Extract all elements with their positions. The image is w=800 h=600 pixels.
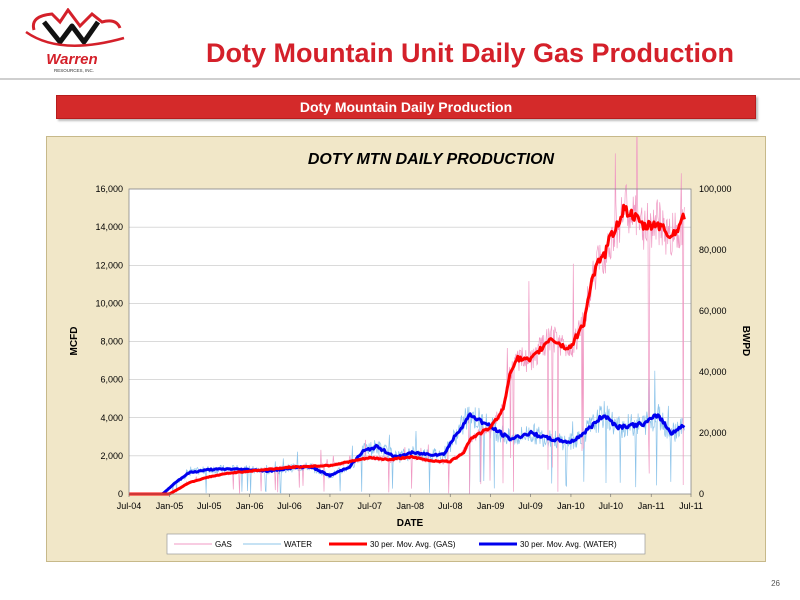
- y-tick-label: 12,000: [95, 260, 123, 270]
- y-tick-label: 8,000: [100, 337, 123, 347]
- series-gas-avg-line: [128, 203, 686, 496]
- series-water-avg-line: [128, 412, 686, 496]
- x-tick-label: Jan-09: [477, 501, 505, 511]
- warren-logo: Warren RESOURCES, INC.: [20, 7, 140, 78]
- x-tick-label: Jul-11: [679, 501, 703, 511]
- chart-title: DOTY MTN DAILY PRODUCTION: [308, 151, 555, 168]
- y2-tick-label: 100,000: [699, 184, 732, 194]
- y2-tick-label: 20,000: [699, 428, 727, 438]
- y-tick-label: 6,000: [100, 375, 123, 385]
- x-tick-label: Jan-11: [638, 501, 665, 511]
- x-tick-label: Jan-10: [557, 501, 585, 511]
- header-divider: [0, 78, 800, 80]
- legend: GAS WATER 30 per. Mov. Avg. (GAS) 30 per…: [166, 533, 646, 555]
- logo-text: Warren: [46, 51, 97, 68]
- y2-tick-label: 60,000: [699, 306, 727, 316]
- y-axis-label: MCFD: [69, 327, 80, 356]
- x-tick-label: Jul-10: [598, 501, 623, 511]
- x-tick-label: Jan-05: [156, 501, 184, 511]
- page-number: 26: [771, 579, 780, 588]
- x-tick-label: Jul-05: [197, 501, 222, 511]
- legend-box: [166, 533, 646, 555]
- y-tick-label: 0: [118, 489, 123, 499]
- y-tick-label: 2,000: [100, 451, 123, 461]
- logo-subtext: RESOURCES, INC.: [54, 68, 94, 73]
- x-tick-label: Jan-06: [236, 501, 264, 511]
- x-tick-label: Jul-06: [277, 501, 302, 511]
- legend-label-water: WATER: [284, 540, 312, 549]
- legend-label-gas: GAS: [215, 540, 232, 549]
- production-chart: DOTY MTN DAILY PRODUCTION 0 2,000 4,000 6,0…: [69, 94, 751, 555]
- y-tick-label: 10,000: [95, 298, 123, 308]
- x-tick-label: Jan-07: [316, 501, 344, 511]
- y-tick-label: 4,000: [100, 413, 123, 423]
- x-tick-label: Jul-04: [117, 501, 142, 511]
- y2-tick-label: 0: [699, 489, 704, 499]
- x-axis-label: DATE: [397, 518, 424, 529]
- legend-label-water-avg: 30 per. Mov. Avg. (WATER): [520, 540, 617, 549]
- y-tick-label: 14,000: [95, 222, 123, 232]
- y2-tick-label: 80,000: [699, 245, 727, 255]
- chart-panel: DOTY MTN DAILY PRODUCTION 0 2,000 4,000 6,0…: [46, 94, 766, 562]
- warren-logo-mark: Warren RESOURCES, INC.: [25, 7, 125, 73]
- section-banner: Doty Mountain Daily Production: [56, 95, 756, 119]
- x-tick-label: Jul-08: [438, 501, 463, 511]
- y2-tick-label: 40,000: [699, 367, 727, 377]
- legend-label-gas-avg: 30 per. Mov. Avg. (GAS): [370, 540, 456, 549]
- y-tick-label: 16,000: [95, 184, 123, 194]
- y2-axis-label: BWPD: [740, 326, 751, 357]
- x-tick-label: Jan-08: [396, 501, 424, 511]
- x-tick-label: Jul-09: [518, 501, 543, 511]
- page-title: Doty Mountain Unit Daily Gas Production: [205, 38, 735, 68]
- x-tick-label: Jul-07: [358, 501, 383, 511]
